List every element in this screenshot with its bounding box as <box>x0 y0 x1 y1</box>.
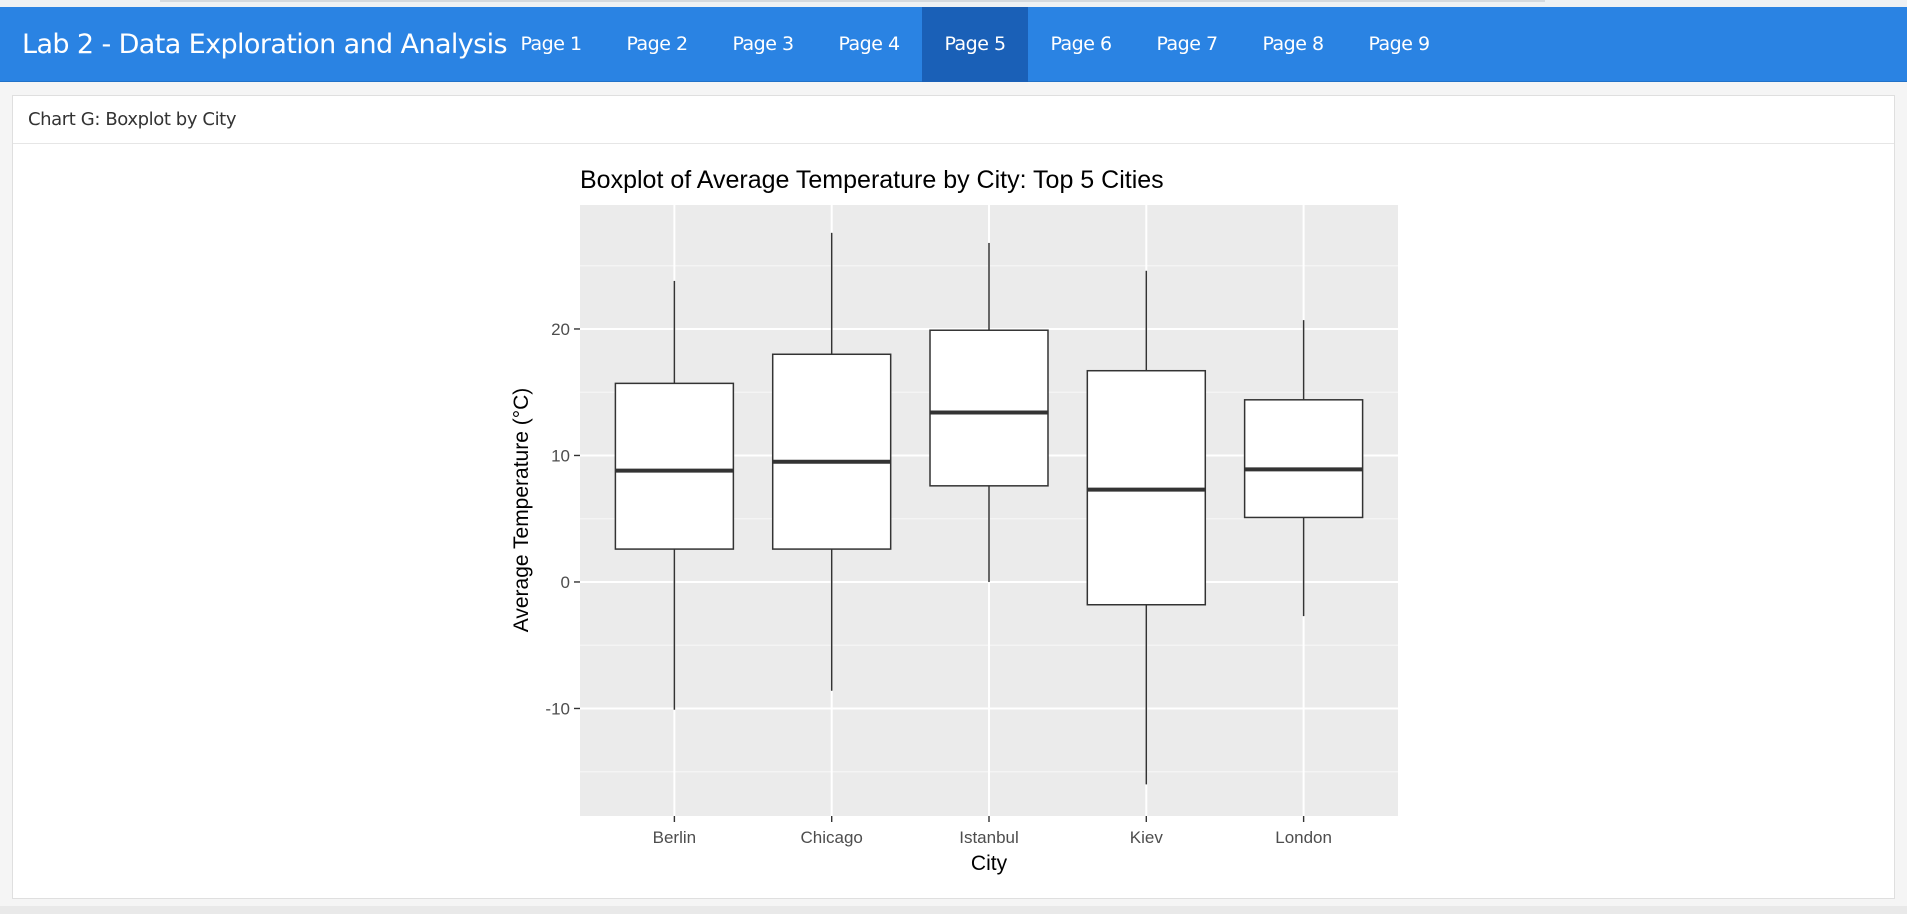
iqr-box <box>614 382 735 550</box>
tab-page-9[interactable]: Page 9 <box>1368 33 1430 55</box>
tab-page-7[interactable]: Page 7 <box>1156 33 1218 55</box>
tab-page-1[interactable]: Page 1 <box>520 33 582 55</box>
y-tick-label: -10 <box>545 699 570 718</box>
x-axis-label: City <box>971 852 1008 875</box>
browser-edge <box>160 0 1545 2</box>
iqr-box <box>929 329 1049 487</box>
tab-page-4[interactable]: Page 4 <box>838 33 900 55</box>
boxes <box>614 232 1364 785</box>
chart-title: Boxplot of Average Temperature by City: … <box>580 166 1164 194</box>
y-tick-label: 20 <box>551 320 570 339</box>
x-tick-label: Chicago <box>801 828 863 847</box>
tab-page-5[interactable]: Page 5 <box>922 7 1028 82</box>
y-tick-label: 0 <box>561 573 570 592</box>
box-istanbul <box>929 242 1049 582</box>
y-tick-label: 10 <box>551 446 570 465</box>
app-title[interactable]: Lab 2 - Data Exploration and Analysis <box>22 29 508 60</box>
iqr-box <box>771 353 892 550</box>
axes: -10 0 10 20 Berlin Chicago Istanbul Kiev London <box>545 320 1332 847</box>
x-tick-label: Kiev <box>1130 828 1164 847</box>
bottom-edge <box>0 906 1907 914</box>
iqr-box <box>1243 399 1364 519</box>
x-tick-label: London <box>1275 828 1332 847</box>
box-london <box>1243 320 1364 617</box>
card-header: Chart G: Boxplot by City <box>13 96 1894 144</box>
box-berlin <box>614 280 735 710</box>
card-title: Chart G: Boxplot by City <box>28 109 237 130</box>
y-axis-label: Average Temperature (°C) <box>510 388 533 633</box>
tab-page-3[interactable]: Page 3 <box>732 33 794 55</box>
x-tick-label: Istanbul <box>959 828 1019 847</box>
box-chicago <box>771 232 892 691</box>
tab-page-2[interactable]: Page 2 <box>626 33 688 55</box>
top-strip <box>0 0 1907 7</box>
box-kiev <box>1086 270 1207 785</box>
x-tick-label: Berlin <box>653 828 696 847</box>
tab-page-8[interactable]: Page 8 <box>1262 33 1324 55</box>
navbar: Lab 2 - Data Exploration and Analysis Pa… <box>0 7 1907 82</box>
tab-page-6[interactable]: Page 6 <box>1050 33 1112 55</box>
